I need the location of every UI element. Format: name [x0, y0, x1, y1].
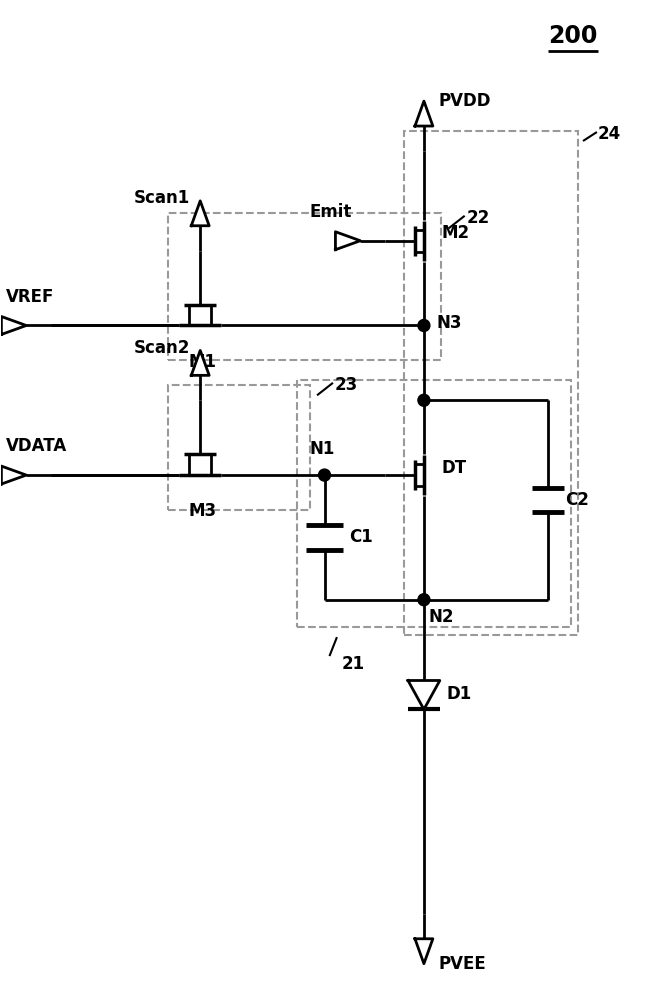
- Bar: [168, 213, 441, 360]
- Text: N1: N1: [310, 440, 335, 458]
- Text: 22: 22: [466, 209, 489, 227]
- Text: C1: C1: [349, 528, 373, 546]
- Text: Scan2: Scan2: [134, 339, 190, 357]
- Text: N2: N2: [429, 608, 454, 626]
- Bar: [404, 131, 578, 635]
- Polygon shape: [191, 350, 209, 375]
- Polygon shape: [1, 466, 26, 484]
- Text: 21: 21: [342, 655, 365, 673]
- Circle shape: [418, 394, 430, 406]
- Text: 200: 200: [548, 24, 598, 48]
- Circle shape: [418, 594, 430, 606]
- Text: PVEE: PVEE: [439, 955, 487, 973]
- Bar: [297, 380, 570, 627]
- Text: Emit: Emit: [310, 203, 352, 221]
- Text: Scan1: Scan1: [134, 189, 190, 207]
- Text: D1: D1: [447, 685, 472, 703]
- Text: N3: N3: [436, 314, 462, 332]
- Text: PVDD: PVDD: [439, 92, 491, 110]
- Text: VREF: VREF: [6, 288, 55, 306]
- Text: M1: M1: [189, 353, 217, 371]
- Polygon shape: [408, 680, 440, 709]
- Polygon shape: [415, 101, 433, 126]
- Text: M2: M2: [441, 224, 469, 242]
- Text: 23: 23: [334, 376, 358, 394]
- Polygon shape: [336, 232, 360, 250]
- Polygon shape: [415, 939, 433, 964]
- Text: 24: 24: [598, 125, 621, 143]
- Text: VDATA: VDATA: [6, 437, 67, 455]
- Text: DT: DT: [441, 459, 467, 477]
- Circle shape: [319, 469, 330, 481]
- Bar: [168, 385, 310, 510]
- Text: M3: M3: [189, 502, 217, 520]
- Polygon shape: [191, 201, 209, 226]
- Circle shape: [418, 320, 430, 331]
- Text: C2: C2: [565, 491, 589, 509]
- Polygon shape: [1, 317, 26, 334]
